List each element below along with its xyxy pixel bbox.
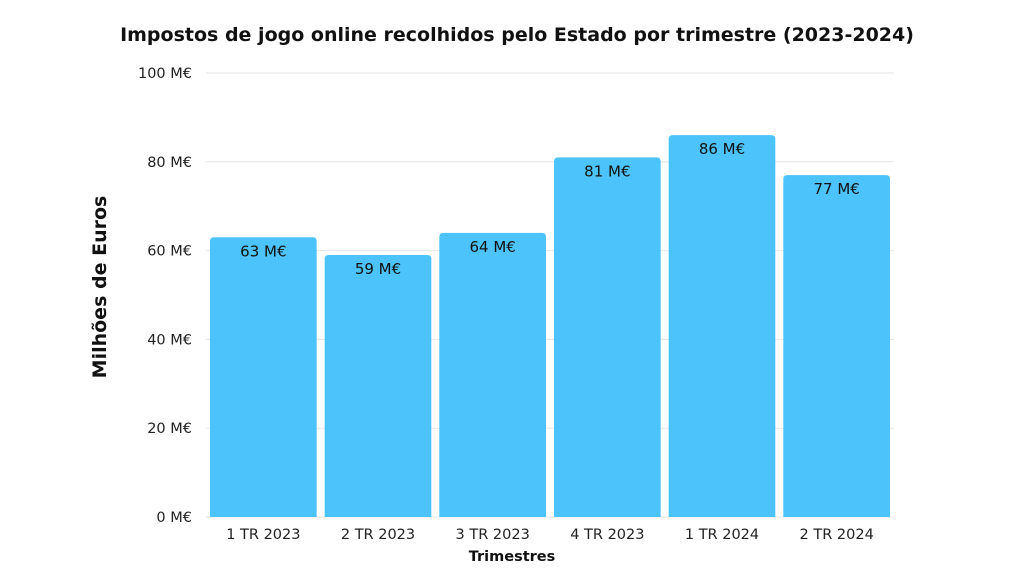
y-tick-label: 0 M€ <box>156 510 192 526</box>
x-tick-label: 1 TR 2024 <box>685 527 759 543</box>
data-label: 86 M€ <box>699 140 745 158</box>
y-axis-ticks: 0 M€ 20 M€ 40 M€ 60 M€ 80 M€ 100 M€ <box>138 66 192 526</box>
bar <box>554 157 661 518</box>
bar <box>324 255 432 518</box>
x-tick-label: 4 TR 2023 <box>570 527 644 543</box>
data-label: 63 M€ <box>240 242 286 260</box>
x-axis-ticks: 1 TR 2023 2 TR 2023 3 TR 2023 4 TR 2023 1 TR… <box>226 527 874 543</box>
data-label: 59 M€ <box>355 260 401 278</box>
y-tick-label: 100 M€ <box>138 66 192 82</box>
x-axis-title: Trimestres <box>469 549 556 565</box>
bar <box>783 175 890 517</box>
y-tick-label: 60 M€ <box>147 244 192 260</box>
x-tick-label: 3 TR 2023 <box>456 527 530 543</box>
bar <box>668 135 776 517</box>
x-tick-label: 2 TR 2023 <box>341 527 415 543</box>
bar <box>210 237 317 517</box>
data-label: 81 M€ <box>584 162 630 180</box>
x-tick-label: 2 TR 2024 <box>800 527 874 543</box>
y-axis-title: Milhões de Euros <box>89 196 111 379</box>
chart-title: Impostos de jogo online recolhidos pelo … <box>120 24 914 46</box>
data-label: 77 M€ <box>813 180 859 198</box>
data-labels: 63 M€ 59 M€ 64 M€ 81 M€ 86 M€ 77 M€ <box>240 140 860 278</box>
y-tick-label: 20 M€ <box>147 421 192 437</box>
bars <box>210 135 890 518</box>
data-label: 64 M€ <box>469 238 515 256</box>
bar <box>439 232 546 517</box>
y-tick-label: 80 M€ <box>147 155 192 171</box>
gridlines <box>206 72 894 518</box>
y-tick-label: 40 M€ <box>147 332 192 348</box>
x-tick-label: 1 TR 2023 <box>226 527 300 543</box>
